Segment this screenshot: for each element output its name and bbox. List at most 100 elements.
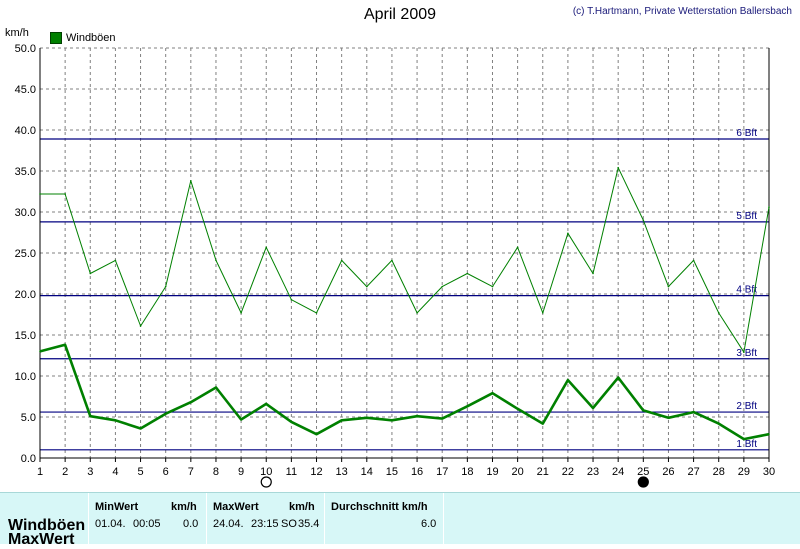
beaufort-label: 2 Bft	[736, 401, 757, 412]
data-point	[642, 409, 645, 412]
x-tick-label: 2	[62, 466, 68, 478]
data-point	[617, 166, 619, 169]
full-moon-icon	[260, 476, 272, 488]
x-tick-label: 15	[386, 466, 398, 478]
data-point	[667, 417, 670, 419]
x-tick-label: 16	[411, 466, 423, 478]
data-point	[491, 285, 494, 288]
legend-label: Windböen	[66, 32, 116, 44]
avg-column: Durchschnitt km/h 6.0	[324, 493, 444, 544]
data-point	[768, 206, 770, 208]
x-tick-label: 1	[37, 466, 43, 478]
data-point	[240, 312, 242, 314]
x-tick-label: 26	[662, 466, 674, 478]
max-value: 35.4	[298, 518, 320, 530]
min-value: 0.0	[183, 518, 199, 530]
data-point	[567, 379, 569, 381]
data-point	[541, 422, 544, 425]
data-point	[215, 259, 217, 262]
y-tick-label: 20.0	[15, 289, 36, 301]
data-point	[692, 259, 695, 262]
row-label-maxwert: MaxWert	[8, 531, 75, 548]
x-tick-label: 20	[511, 466, 523, 478]
data-point	[315, 312, 318, 314]
data-point	[190, 401, 192, 404]
beaufort-label: 5 Bft	[736, 211, 757, 222]
max-header: MaxWert	[213, 501, 259, 513]
x-tick-label: 5	[137, 466, 143, 478]
data-point	[89, 415, 92, 417]
data-point	[416, 415, 418, 417]
data-point	[365, 285, 368, 288]
min-date: 01.04.	[95, 518, 126, 530]
data-point	[64, 193, 66, 195]
data-point	[692, 411, 695, 413]
y-tick-label: 30.0	[15, 207, 36, 219]
data-point	[365, 417, 368, 419]
data-point	[516, 246, 519, 249]
y-tick-label: 25.0	[15, 248, 36, 260]
x-tick-label: 24	[612, 466, 624, 478]
data-point	[617, 376, 619, 379]
data-point	[743, 351, 745, 354]
y-tick-label: 35.0	[15, 166, 36, 178]
data-point	[491, 392, 494, 395]
data-point	[391, 419, 393, 422]
x-tick-label: 28	[713, 466, 725, 478]
data-point	[592, 272, 594, 275]
max-unit: km/h	[289, 501, 315, 513]
beaufort-label: 1 Bft	[736, 439, 757, 450]
data-point	[139, 325, 142, 327]
avg-header: Durchschnitt km/h	[331, 501, 428, 513]
x-tick-label: 29	[738, 466, 750, 478]
x-tick-label: 3	[87, 466, 93, 478]
data-point	[240, 418, 242, 421]
legend: Windböen	[50, 32, 116, 44]
x-tick-label: 17	[436, 466, 448, 478]
y-axis-unit: km/h	[5, 27, 29, 39]
data-point	[290, 421, 293, 423]
data-point	[340, 419, 343, 422]
x-tick-label: 7	[188, 466, 194, 478]
data-point	[114, 259, 117, 262]
data-point	[516, 408, 519, 410]
data-point	[164, 285, 167, 288]
chart-title: April 2009	[363, 6, 437, 23]
x-tick-label: 4	[112, 466, 118, 478]
data-point	[315, 433, 318, 436]
data-point	[39, 350, 41, 353]
data-point	[592, 407, 594, 409]
data-point	[441, 417, 444, 420]
y-tick-label: 40.0	[15, 125, 36, 137]
series-line-gusts	[40, 167, 770, 353]
min-unit: km/h	[171, 501, 197, 513]
data-point	[164, 412, 167, 415]
x-tick-label: 9	[238, 466, 244, 478]
data-point	[567, 232, 569, 235]
x-tick-label: 21	[537, 466, 549, 478]
x-tick-label: 19	[486, 466, 498, 478]
data-point	[265, 246, 268, 249]
max-date: 24.04.	[213, 518, 244, 530]
y-tick-label: 45.0	[15, 84, 36, 96]
y-tick-label: 15.0	[15, 330, 36, 342]
x-tick-label: 25	[637, 466, 649, 478]
beaufort-label: 3 Bft	[736, 348, 757, 359]
data-point	[717, 422, 720, 425]
new-moon-icon	[637, 476, 649, 488]
data-point	[416, 312, 418, 314]
x-tick-label: 11	[286, 466, 297, 478]
data-point	[39, 193, 41, 195]
data-point	[642, 219, 645, 221]
data-point	[391, 259, 393, 262]
x-tick-label: 13	[336, 466, 348, 478]
beaufort-label: 6 Bft	[736, 128, 757, 139]
max-direction: SO	[281, 518, 297, 530]
x-tick-label: 14	[361, 466, 373, 478]
stats-table: Windböen MaxWert MinWert km/h 01.04. 00:…	[0, 492, 800, 548]
data-point	[466, 272, 469, 275]
y-tick-label: 50.0	[15, 43, 36, 55]
min-time: 00:05	[133, 518, 161, 530]
series-line-average	[39, 343, 770, 441]
x-tick-label: 27	[687, 466, 699, 478]
